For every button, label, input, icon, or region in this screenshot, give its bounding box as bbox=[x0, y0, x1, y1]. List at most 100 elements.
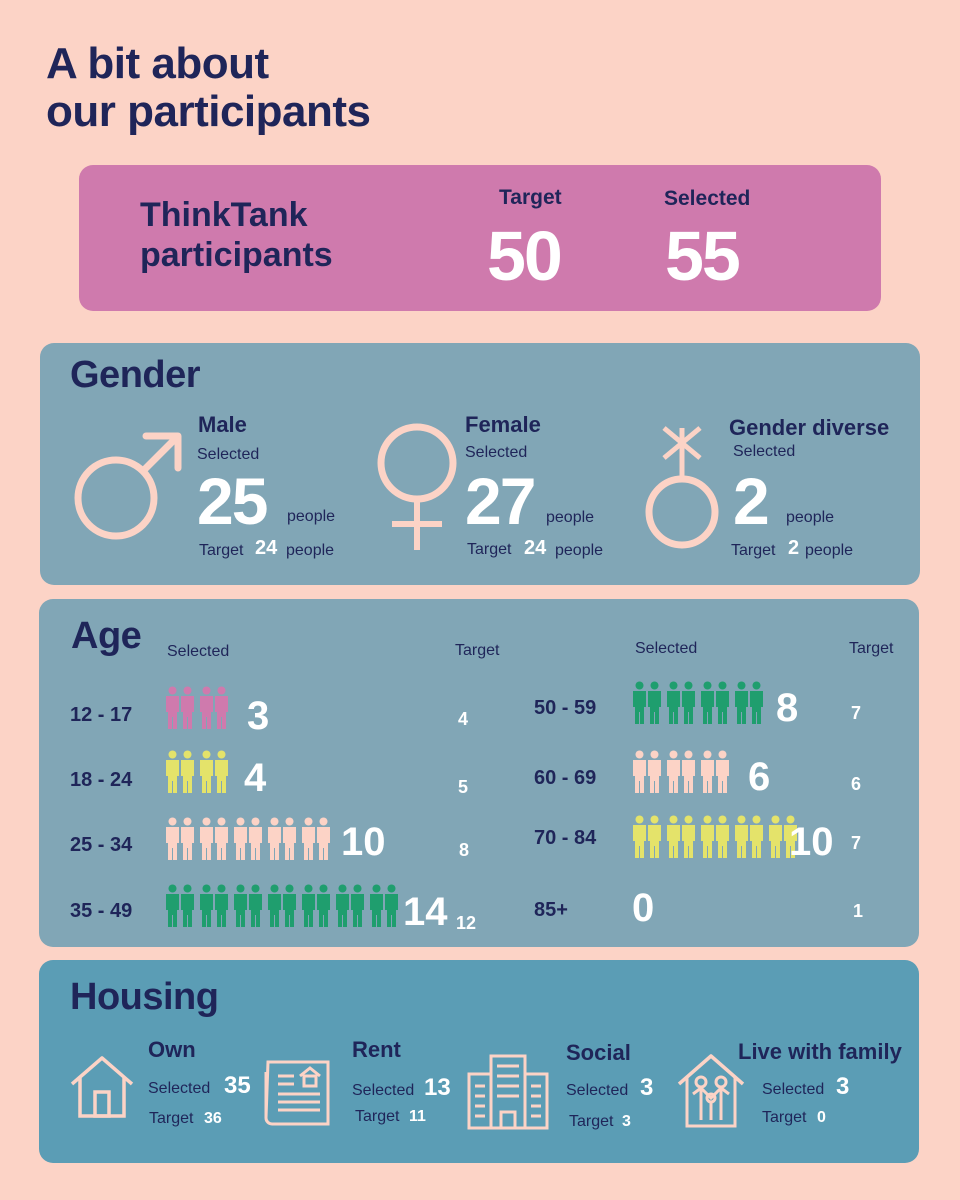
age-target-value: 7 bbox=[851, 703, 862, 723]
age-range-label: 12 - 17 bbox=[70, 704, 133, 726]
age-selected-value: 14 bbox=[403, 890, 448, 934]
gender-diverse-symbol-icon bbox=[645, 426, 719, 549]
housing-family-selected-value: 3 bbox=[836, 1073, 850, 1100]
housing-family-target-label: Target bbox=[762, 1109, 807, 1126]
people-pair-icon bbox=[667, 815, 695, 858]
age-range-label: 35 - 49 bbox=[70, 900, 133, 922]
apartment-building-icon bbox=[467, 1054, 549, 1130]
housing-social-label: Social bbox=[566, 1040, 631, 1065]
people-pair-icon bbox=[701, 815, 729, 858]
age-target-value: 8 bbox=[459, 840, 470, 860]
housing-own-label: Own bbox=[148, 1037, 196, 1062]
people-pair-icon bbox=[234, 884, 262, 927]
thinktank-label-line-1: ThinkTank bbox=[140, 196, 308, 234]
people-pair-icon bbox=[200, 884, 228, 927]
thinktank-target-label: Target bbox=[499, 186, 562, 209]
age-range-label: 70 - 84 bbox=[534, 827, 597, 849]
age-target-value: 12 bbox=[456, 913, 477, 933]
age-range-label: 25 - 34 bbox=[70, 834, 133, 856]
age-people-icons bbox=[165, 686, 229, 730]
female-target-people-label: people bbox=[555, 542, 604, 559]
gender-diverse-target-value: 2 bbox=[788, 537, 800, 559]
gender-diverse-label: Gender diverse bbox=[729, 415, 890, 440]
people-pair-icon bbox=[166, 817, 194, 860]
people-pair-icon bbox=[769, 815, 797, 858]
people-pair-icon bbox=[735, 815, 763, 858]
people-pair-icon bbox=[336, 884, 364, 927]
age-range-label: 60 - 69 bbox=[534, 767, 597, 789]
thinktank-selected-label: Selected bbox=[664, 187, 751, 210]
age-selected-value: 10 bbox=[341, 820, 386, 864]
age-people-icons bbox=[165, 884, 399, 928]
house-icon bbox=[70, 1056, 134, 1118]
age-people-icons bbox=[165, 817, 331, 861]
housing-own-target-label: Target bbox=[149, 1110, 194, 1127]
people-pair-icon bbox=[701, 681, 729, 724]
housing-family-selected-label: Selected bbox=[762, 1081, 825, 1098]
age-heading: Age bbox=[71, 615, 142, 657]
female-people-label: people bbox=[546, 509, 595, 526]
page-title-line-2: our participants bbox=[46, 87, 371, 136]
age-right-target-header: Target bbox=[849, 640, 894, 657]
male-target-people-label: people bbox=[286, 542, 335, 559]
housing-rent-selected-label: Selected bbox=[352, 1082, 415, 1099]
age-selected-value: 4 bbox=[244, 756, 267, 800]
housing-social-target-label: Target bbox=[569, 1113, 614, 1130]
male-selected-label: Selected bbox=[197, 446, 260, 463]
people-pair-icon bbox=[667, 681, 695, 724]
male-symbol-icon bbox=[74, 432, 182, 540]
people-pair-icon bbox=[268, 884, 296, 927]
people-pair-icon bbox=[166, 686, 194, 729]
age-target-value: 1 bbox=[853, 901, 864, 921]
age-left-target-header: Target bbox=[455, 642, 500, 659]
people-pair-icon bbox=[701, 750, 729, 793]
housing-rent-target-value: 11 bbox=[409, 1108, 426, 1125]
thinktank-banner bbox=[79, 165, 881, 311]
thinktank-label: ThinkTank participants bbox=[140, 195, 333, 275]
female-target-value: 24 bbox=[524, 537, 547, 559]
housing-social-selected-value: 3 bbox=[640, 1074, 654, 1101]
age-people-icons bbox=[165, 750, 229, 794]
people-pair-icon bbox=[302, 884, 330, 927]
housing-rent-label: Rent bbox=[352, 1037, 401, 1062]
housing-rent-target-label: Target bbox=[355, 1108, 400, 1125]
age-selected-value: 10 bbox=[789, 820, 834, 864]
thinktank-target-value: 50 bbox=[487, 217, 563, 295]
people-pair-icon bbox=[735, 681, 763, 724]
thinktank-selected-value: 55 bbox=[665, 217, 741, 295]
gender-diverse-selected-label: Selected bbox=[733, 443, 796, 460]
housing-social-target-value: 3 bbox=[622, 1113, 631, 1130]
people-pair-icon bbox=[302, 817, 330, 860]
gender-diverse-people-label: people bbox=[786, 509, 835, 526]
age-people-icons bbox=[632, 750, 730, 794]
page-title: A bit about our participants bbox=[46, 40, 371, 136]
housing-own-selected-value: 35 bbox=[224, 1072, 251, 1099]
gender-diverse-target-label: Target bbox=[731, 542, 776, 559]
female-symbol-icon bbox=[377, 423, 457, 550]
female-selected-value: 27 bbox=[465, 464, 536, 538]
housing-heading: Housing bbox=[70, 976, 219, 1018]
people-pair-icon bbox=[370, 884, 398, 927]
age-target-value: 7 bbox=[851, 833, 862, 853]
age-range-label: 50 - 59 bbox=[534, 697, 597, 719]
male-target-label: Target bbox=[199, 542, 244, 559]
gender-diverse-target-people-label: people bbox=[805, 542, 854, 559]
age-people-icons bbox=[632, 681, 764, 725]
gender-card bbox=[40, 343, 920, 585]
female-label: Female bbox=[465, 412, 541, 437]
female-selected-label: Selected bbox=[465, 444, 528, 461]
age-people-icons bbox=[632, 815, 798, 859]
thinktank-label-line-2: participants bbox=[140, 236, 333, 274]
page-title-line-1: A bit about bbox=[46, 39, 269, 88]
housing-own-target-value: 36 bbox=[204, 1110, 222, 1127]
rental-listing-icon bbox=[264, 1060, 330, 1126]
age-target-value: 6 bbox=[851, 774, 862, 794]
housing-own-selected-label: Selected bbox=[148, 1080, 211, 1097]
people-pair-icon bbox=[200, 817, 228, 860]
male-target-value: 24 bbox=[255, 537, 278, 559]
male-selected-value: 25 bbox=[197, 464, 268, 538]
gender-heading: Gender bbox=[70, 354, 201, 396]
people-pair-icon bbox=[667, 750, 695, 793]
housing-family-target-value: 0 bbox=[817, 1109, 826, 1126]
people-pair-icon bbox=[200, 686, 228, 729]
